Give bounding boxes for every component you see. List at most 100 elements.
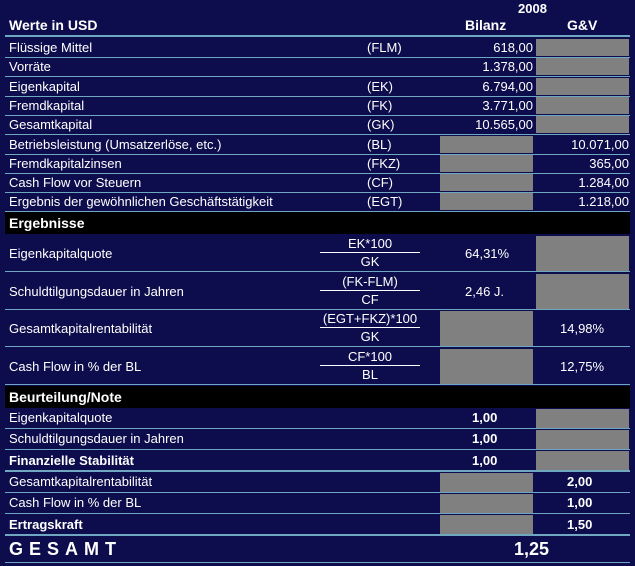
empty-guv-cell bbox=[536, 451, 629, 470]
column-header-guv: G&V bbox=[567, 17, 598, 33]
table-row bbox=[5, 273, 630, 310]
table-row bbox=[5, 115, 630, 136]
table-row bbox=[5, 77, 630, 97]
table-row bbox=[5, 408, 630, 429]
row-label: Betriebsleistung (Umsatzerlöse, etc.) bbox=[9, 136, 222, 152]
row-label: Gesamtkapital bbox=[9, 117, 93, 133]
formula-numerator: EK*100 bbox=[347, 236, 393, 251]
formula-bar bbox=[320, 289, 420, 291]
empty-guv-cell bbox=[536, 273, 629, 309]
table-row bbox=[5, 493, 630, 514]
empty-guv-cell bbox=[536, 409, 629, 428]
empty-bilanz-cell bbox=[440, 494, 533, 513]
empty-bilanz-cell bbox=[440, 515, 533, 534]
grade-rentab-value: 2,00 bbox=[567, 474, 593, 489]
row-label: Cash Flow vor Steuern bbox=[9, 175, 142, 191]
empty-bilanz-cell bbox=[440, 193, 533, 211]
empty-bilanz-cell bbox=[440, 135, 533, 153]
table-row bbox=[5, 38, 630, 58]
table-row bbox=[5, 514, 630, 536]
formula-numerator: CF*100 bbox=[347, 348, 393, 364]
ratio-guv-value: 14,98% bbox=[560, 321, 605, 336]
guv-value: 365,00 bbox=[589, 155, 629, 171]
table-row bbox=[5, 235, 630, 272]
bilanz-value: 618,00 bbox=[493, 40, 533, 55]
ratio-formula: (EGT+FKZ)*100 GK bbox=[320, 311, 420, 344]
table-row bbox=[5, 192, 630, 213]
empty-guv-cell bbox=[536, 77, 629, 95]
row-abbreviation: (FLM) bbox=[367, 40, 402, 55]
formula-bar bbox=[320, 364, 420, 366]
ratio-label: Cash Flow in % der BL bbox=[9, 358, 142, 374]
table-row bbox=[5, 310, 630, 347]
table-row bbox=[5, 57, 630, 78]
beurteilung-section-header bbox=[5, 386, 630, 408]
grade-ertrag-label: Ertragskraft bbox=[9, 517, 83, 532]
grade-ertrag-value: 1,50 bbox=[567, 517, 593, 532]
formula-numerator: (FK-FLM) bbox=[342, 273, 398, 289]
empty-bilanz-cell bbox=[440, 473, 533, 492]
row-abbreviation: (FKZ) bbox=[367, 155, 401, 171]
table-row bbox=[5, 135, 630, 155]
grade-ek-quote-label: Eigenkapitalquote bbox=[9, 410, 113, 425]
row-label: Ergebnis der gewöhnlichen Geschäftstätig… bbox=[9, 194, 273, 210]
formula-bar bbox=[320, 252, 420, 253]
grade-rentab-label: Gesamtkapitalrentabilität bbox=[9, 474, 153, 489]
table-row bbox=[5, 450, 630, 472]
beurteilung-title: Beurteilung/Note bbox=[9, 389, 122, 405]
table-row bbox=[5, 96, 630, 116]
ratio-bilanz-value: 64,31% bbox=[465, 246, 510, 261]
ratio-bilanz-value: 2,46 J. bbox=[465, 283, 505, 299]
empty-bilanz-cell bbox=[440, 174, 533, 192]
row-label: Vorräte bbox=[9, 59, 51, 75]
ratio-guv-value: 12,75% bbox=[560, 358, 605, 374]
bilanz-value: 10.565,00 bbox=[475, 117, 533, 133]
formula-denominator: CF bbox=[361, 291, 379, 307]
formula-denominator: BL bbox=[362, 366, 378, 382]
row-label: Fremdkapitalzinsen bbox=[9, 155, 122, 171]
ratio-formula: EK*100 GK bbox=[320, 236, 420, 269]
table-row bbox=[5, 154, 630, 174]
empty-bilanz-cell bbox=[440, 311, 533, 346]
table-row bbox=[5, 173, 630, 194]
formula-denominator: GK bbox=[360, 254, 380, 269]
table-row bbox=[5, 348, 630, 385]
bilanz-value: 6.794,00 bbox=[482, 78, 533, 94]
empty-guv-cell bbox=[536, 236, 629, 271]
row-label: Fremdkapital bbox=[9, 97, 85, 113]
empty-bilanz-cell bbox=[440, 348, 533, 384]
ergebnisse-title: Ergebnisse bbox=[9, 215, 85, 231]
grade-cf-value: 1,00 bbox=[567, 495, 593, 510]
row-label: Eigenkapital bbox=[9, 78, 80, 94]
grade-ek-quote-value: 1,00 bbox=[472, 410, 498, 425]
gesamt-label: GESAMT bbox=[9, 539, 123, 559]
ratio-formula: CF*100 BL bbox=[320, 349, 420, 382]
bilanz-value: 3.771,00 bbox=[482, 97, 533, 113]
empty-guv-cell bbox=[536, 430, 629, 449]
formula-denominator: GK bbox=[360, 329, 380, 344]
empty-guv-cell bbox=[536, 39, 629, 56]
ratio-formula: (FK-FLM) CF bbox=[320, 274, 420, 307]
formula-bar bbox=[320, 327, 420, 328]
formula-numerator: (EGT+FKZ)*100 bbox=[322, 311, 418, 326]
grade-schuld-label: Schuldtilgungsdauer in Jahren bbox=[9, 431, 184, 446]
header-divider bbox=[5, 35, 630, 37]
grade-cf-label: Cash Flow in % der BL bbox=[9, 495, 142, 510]
guv-value: 10.071,00 bbox=[571, 136, 629, 152]
guv-value: 1.284,00 bbox=[578, 175, 629, 191]
row-abbreviation: (GK) bbox=[367, 117, 395, 133]
ergebnisse-section-header bbox=[5, 212, 630, 234]
ratio-label: Eigenkapitalquote bbox=[9, 246, 113, 261]
row-abbreviation: (BL) bbox=[367, 136, 392, 152]
grade-stabilitaet-label: Finanzielle Stabilität bbox=[9, 453, 134, 468]
table-row bbox=[5, 429, 630, 450]
empty-guv-cell bbox=[536, 58, 629, 76]
column-header-bilanz: Bilanz bbox=[465, 17, 507, 33]
footer-divider bbox=[5, 562, 630, 563]
guv-value: 1.218,00 bbox=[578, 194, 629, 210]
empty-guv-cell bbox=[536, 96, 629, 114]
table-row bbox=[5, 472, 630, 493]
ratio-label: Schuldtilgungsdauer in Jahren bbox=[9, 283, 184, 299]
empty-bilanz-cell bbox=[440, 154, 533, 172]
